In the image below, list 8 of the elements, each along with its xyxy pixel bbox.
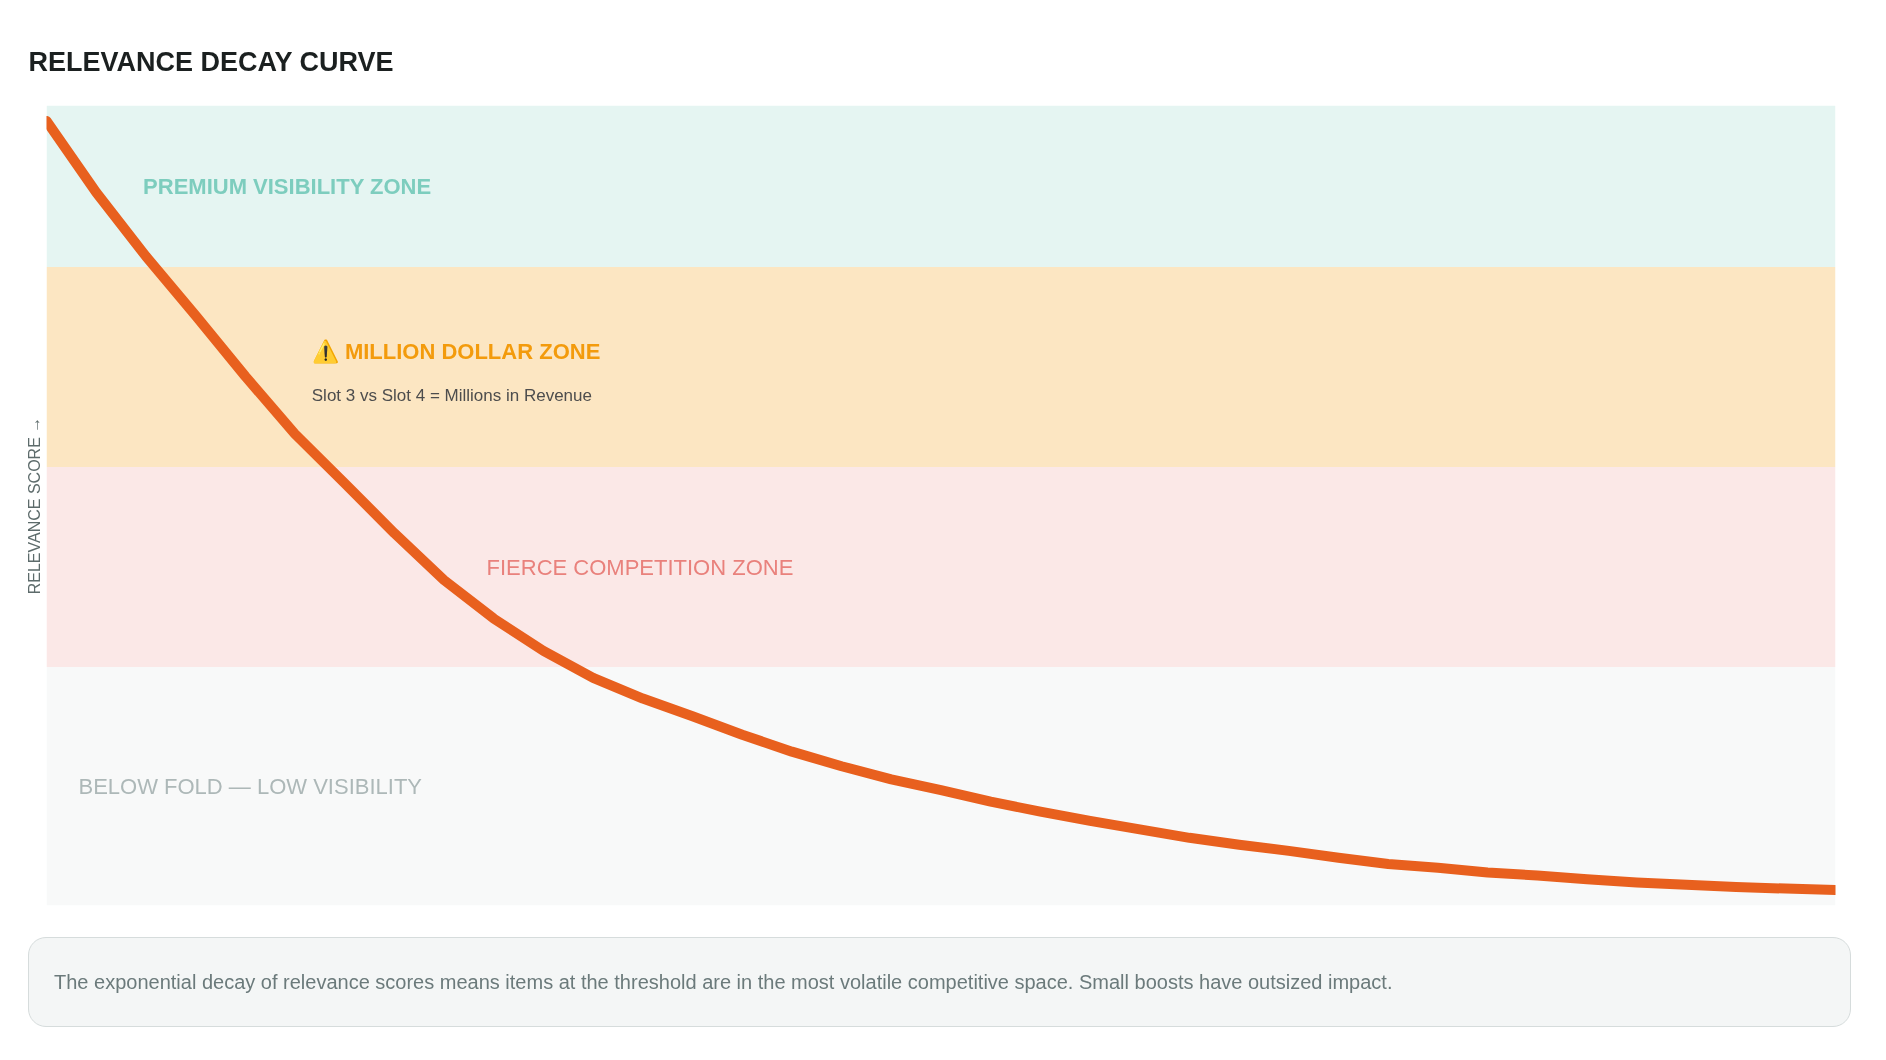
text: The exponential decay of relevance scores means items at the threshold are in the most volatile competitive space. Small boosts have outsized impact. bbox=[54, 969, 1393, 995]
chart-title: RELEVANCE DECAY CURVE bbox=[28, 47, 394, 77]
y-axis-title: RELEVANCE SCORE → bbox=[25, 416, 43, 595]
band-label: PREMIUM VISIBILITY ZONE bbox=[143, 173, 432, 199]
band-label: ⚠ MILLION DOLLAR ZONE bbox=[311, 338, 601, 364]
band-label: FIERCE COMPETITION ZONE bbox=[486, 554, 794, 580]
band-label: BELOW FOLD — LOW VISIBILITY bbox=[78, 773, 423, 799]
annotation: Slot 3 vs Slot 4 = Millions in Revenue bbox=[311, 385, 592, 405]
